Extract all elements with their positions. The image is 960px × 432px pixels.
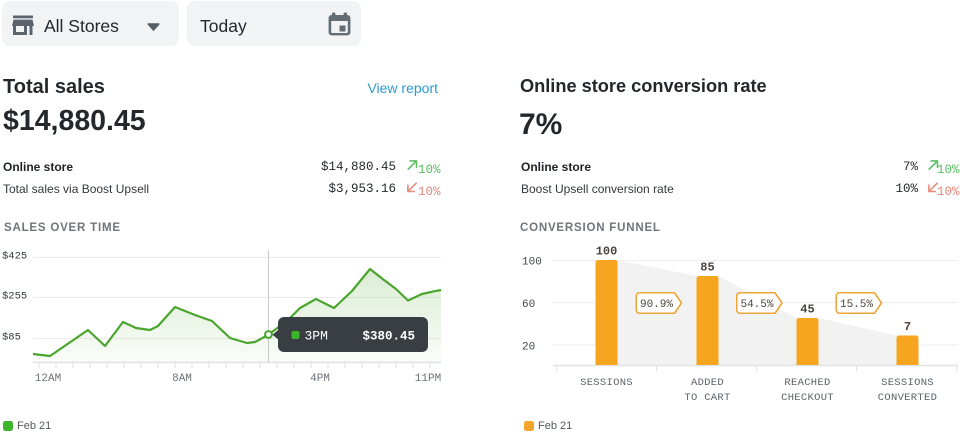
svg-text:100: 100: [596, 245, 618, 259]
svg-text:54.5%: 54.5%: [740, 299, 773, 311]
svg-text:$425: $425: [2, 251, 27, 263]
svg-text:SESSIONS: SESSIONS: [580, 377, 633, 389]
svg-text:20: 20: [522, 342, 535, 354]
svg-text:ADDED: ADDED: [691, 377, 724, 389]
svg-text:15.5%: 15.5%: [840, 299, 873, 311]
svg-text:$85: $85: [2, 332, 21, 344]
svg-text:12AM: 12AM: [35, 373, 61, 385]
svg-text:SESSIONS: SESSIONS: [881, 377, 934, 389]
svg-text:11PM: 11PM: [415, 373, 441, 385]
svg-text:100: 100: [522, 257, 542, 269]
svg-text:REACHED: REACHED: [784, 377, 830, 389]
svg-text:85: 85: [700, 261, 714, 275]
svg-text:CHECKOUT: CHECKOUT: [781, 392, 834, 404]
svg-text:$255: $255: [2, 291, 27, 303]
svg-text:3PM: 3PM: [305, 329, 328, 344]
svg-text:60: 60: [522, 299, 535, 311]
svg-text:$380.45: $380.45: [362, 330, 415, 344]
svg-text:90.9%: 90.9%: [640, 299, 673, 311]
svg-text:7: 7: [904, 320, 911, 334]
svg-text:45: 45: [800, 303, 814, 317]
svg-text:CONVERTED: CONVERTED: [878, 392, 937, 404]
svg-text:TO CART: TO CART: [684, 392, 730, 404]
svg-text:4PM: 4PM: [310, 373, 330, 385]
svg-text:8AM: 8AM: [172, 373, 192, 385]
